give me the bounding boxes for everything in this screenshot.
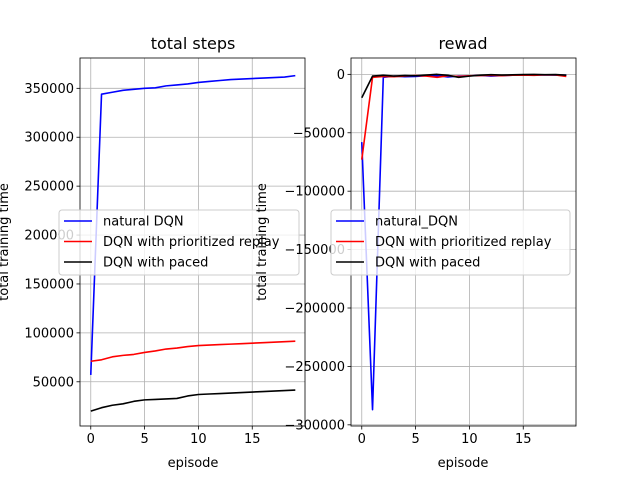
chart-title: total steps	[151, 34, 236, 53]
x-tick-label: 0	[358, 432, 366, 447]
y-tick-label: −150000	[284, 243, 345, 258]
legend-label: DQN with prioritized replay	[103, 235, 280, 250]
y-tick-label: 50000	[33, 375, 74, 390]
x-axis-label: episode	[438, 456, 489, 471]
series-line	[90, 340, 296, 363]
y-tick-label: −50000	[293, 126, 345, 141]
legend-label: natural_DQN	[375, 215, 458, 230]
y-tick-label: 250000	[24, 180, 74, 195]
legend: natural_DQN DQN with prioritized replay DQ…	[330, 209, 571, 276]
y-tick-label: −250000	[284, 360, 345, 375]
y-axis-label: total training time	[255, 183, 270, 301]
x-axis-label: episode	[168, 456, 219, 471]
series-line	[90, 389, 296, 412]
series-line	[361, 73, 567, 99]
grid	[80, 58, 305, 426]
chart-panel-total-steps: 0 5 10 155000010000015000020000025000030000…	[0, 34, 306, 471]
y-tick-label: −100000	[284, 185, 345, 200]
y-tick-label: 0	[337, 68, 345, 83]
series-line	[360, 74, 567, 160]
y-axis-label: total training time	[0, 183, 12, 301]
series-line	[89, 74, 296, 375]
legend-label: DQN with paced	[103, 256, 208, 271]
chart-title: rewad	[438, 34, 487, 53]
y-tick-label: 150000	[24, 277, 74, 292]
legend: natural DQN DQN with prioritized replay DQ…	[58, 209, 300, 276]
y-tick-label: −300000	[284, 418, 345, 433]
legend-label: natural DQN	[103, 215, 184, 230]
legend-box	[58, 209, 300, 276]
x-tick-label: 5	[411, 432, 419, 447]
y-tick-label: −200000	[284, 302, 345, 317]
x-tick-label: 5	[140, 432, 148, 447]
series-lines	[89, 74, 296, 412]
x-tick-label: 0	[87, 432, 95, 447]
series-lines	[360, 73, 567, 411]
y-tick-label: 100000	[24, 326, 74, 341]
y-tick-label: 300000	[24, 131, 74, 146]
chart-panel-rewad: 0 5 10 15 0 −50000 −100000 −150000 −200000 −25000…	[255, 34, 577, 471]
x-tick-label: 10	[461, 432, 478, 447]
x-tick-label: 15	[244, 432, 261, 447]
legend-label: DQN with paced	[375, 256, 480, 271]
x-tick-label: 10	[190, 432, 207, 447]
legend-box	[330, 209, 571, 276]
legend-label: DQN with prioritized replay	[375, 235, 552, 250]
y-tick-label: 350000	[24, 82, 74, 97]
x-tick-label: 15	[515, 432, 532, 447]
